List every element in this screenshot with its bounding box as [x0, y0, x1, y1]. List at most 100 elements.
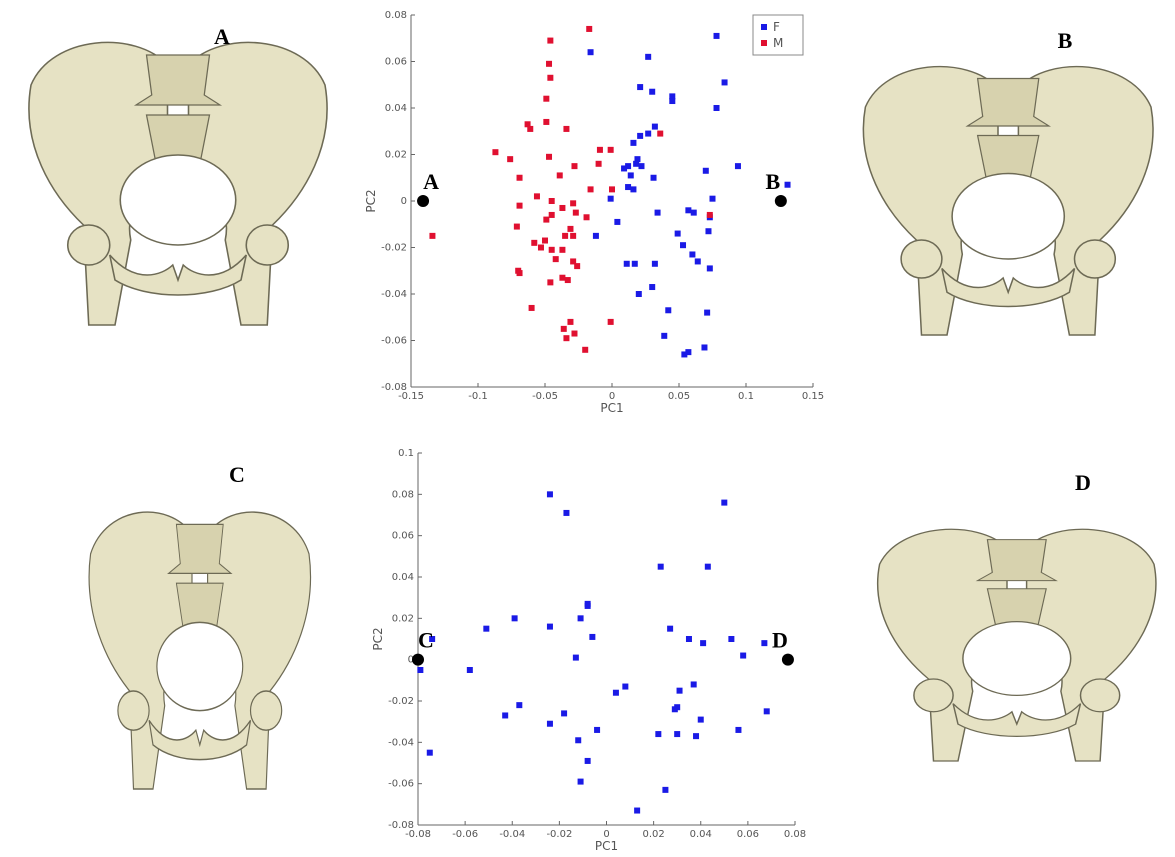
point	[691, 681, 697, 687]
point	[649, 89, 655, 95]
point	[512, 615, 518, 621]
x-tick-label: 0.1	[738, 391, 754, 402]
point	[624, 261, 630, 267]
point	[633, 161, 639, 167]
point	[608, 196, 614, 202]
x-tick-label: 0.15	[802, 391, 824, 402]
point	[700, 640, 706, 646]
point	[695, 258, 701, 264]
y-tick-label: 0.1	[398, 448, 414, 459]
x-tick-label: -0.1	[468, 391, 488, 402]
point	[651, 175, 657, 181]
annotation-label: B	[765, 169, 780, 194]
point	[467, 667, 473, 673]
point	[589, 634, 595, 640]
legend-label: M	[773, 36, 783, 50]
point	[698, 717, 704, 723]
y-tick-label: 0	[401, 196, 407, 207]
point	[483, 626, 489, 632]
point	[559, 205, 565, 211]
legend-swatch	[761, 40, 767, 46]
y-tick-label: 0.02	[392, 613, 414, 624]
point	[582, 347, 588, 353]
image-label: D	[1075, 470, 1091, 495]
point	[549, 198, 555, 204]
point	[594, 727, 600, 733]
annotation-label: A	[423, 169, 439, 194]
legend-label: F	[773, 20, 780, 34]
point	[689, 251, 695, 257]
point	[722, 79, 728, 85]
point	[543, 119, 549, 125]
point	[578, 779, 584, 785]
point	[546, 61, 552, 67]
point	[669, 98, 675, 104]
point	[561, 710, 567, 716]
y-tick-label: -0.04	[388, 737, 414, 748]
point	[567, 226, 573, 232]
point	[585, 758, 591, 764]
point	[609, 186, 615, 192]
y-tick-label: -0.02	[388, 696, 414, 707]
point	[628, 172, 634, 178]
point	[517, 270, 523, 276]
point	[561, 326, 567, 332]
y-tick-label: 0.08	[385, 10, 407, 21]
point	[575, 737, 581, 743]
point	[597, 147, 603, 153]
point	[588, 49, 594, 55]
point	[681, 351, 687, 357]
pelvis-image	[89, 512, 310, 789]
point	[675, 231, 681, 237]
point	[707, 265, 713, 271]
point	[740, 653, 746, 659]
point	[672, 706, 678, 712]
y-tick-label: -0.08	[381, 382, 407, 393]
point	[614, 219, 620, 225]
point	[761, 640, 767, 646]
y-tick-label: -0.08	[388, 820, 414, 831]
pelvis-image	[863, 67, 1153, 335]
point	[764, 708, 770, 714]
point	[704, 310, 710, 316]
point	[703, 168, 709, 174]
point	[625, 184, 631, 190]
x-tick-label: -0.06	[452, 829, 478, 840]
y-tick-label: 0.06	[392, 531, 414, 542]
point	[645, 54, 651, 60]
point	[547, 624, 553, 630]
y-tick-label: -0.04	[381, 289, 407, 300]
x-tick-label: -0.02	[546, 829, 572, 840]
point	[634, 808, 640, 814]
annotation-label: D	[772, 628, 788, 653]
point	[584, 214, 590, 220]
figure: A B C D -0.15-0.1-0.0500.050.10.15-0.08-…	[0, 0, 1175, 857]
x-tick-label: 0.08	[784, 829, 806, 840]
y-tick-label: -0.06	[388, 779, 414, 790]
point	[652, 124, 658, 130]
point	[667, 626, 673, 632]
x-tick-label: 0.02	[642, 829, 664, 840]
point	[645, 131, 651, 137]
point	[662, 787, 668, 793]
point	[721, 500, 727, 506]
point	[593, 233, 599, 239]
point	[677, 688, 683, 694]
point	[596, 161, 602, 167]
point	[542, 238, 548, 244]
x-tick-label: 0.05	[668, 391, 690, 402]
y-tick-label: 0.06	[385, 57, 407, 68]
annotation-point	[775, 195, 787, 207]
point	[547, 38, 553, 44]
point	[543, 96, 549, 102]
point	[417, 667, 423, 673]
x-tick-label: 0.06	[737, 829, 759, 840]
point	[570, 233, 576, 239]
point	[705, 228, 711, 234]
point	[578, 615, 584, 621]
point	[658, 564, 664, 570]
point	[686, 636, 692, 642]
point	[538, 245, 544, 251]
point	[529, 305, 535, 311]
y-axis-label: PC2	[364, 189, 378, 212]
